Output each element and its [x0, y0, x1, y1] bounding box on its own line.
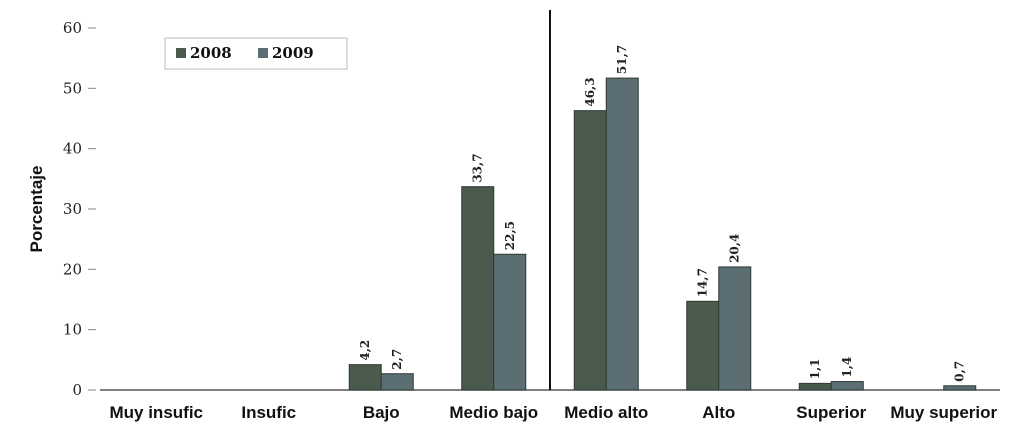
x-category-label: Medio alto: [564, 403, 648, 422]
bar-2008-medio-bajo: [461, 186, 495, 391]
x-category-label: Muy insufic: [109, 403, 203, 422]
y-tick-label: 40: [63, 140, 82, 158]
data-label: 2,7: [390, 349, 404, 370]
data-label: 20,4: [728, 234, 742, 263]
y-axis-label: Porcentaje: [27, 166, 46, 253]
bar-2009-bajo: [380, 373, 414, 391]
y-tick-label: 60: [63, 19, 82, 37]
data-label: 1,4: [840, 357, 854, 378]
data-label: 4,2: [358, 340, 372, 361]
data-label: 51,7: [615, 45, 629, 74]
legend-label-2008: 2008: [190, 44, 232, 62]
bar-2009-muy-superior: [943, 385, 977, 391]
bar-2008-bajo: [348, 364, 382, 391]
legend-box: [164, 37, 348, 70]
bar-2009-medio-alto: [605, 77, 639, 391]
data-label: 14,7: [696, 268, 710, 297]
y-tick-label: 30: [63, 200, 82, 218]
x-category-label: Alto: [702, 403, 735, 422]
y-tick-label: 20: [63, 260, 82, 278]
y-tick-label: 0: [72, 381, 82, 399]
data-label: 46,3: [583, 77, 597, 106]
data-label: 22,5: [503, 221, 517, 250]
x-category-label: Superior: [796, 403, 866, 422]
bar-2009-medio-bajo: [493, 253, 527, 391]
data-label: 0,7: [953, 361, 967, 382]
data-label: 33,7: [471, 153, 485, 182]
bar-2008-alto: [686, 300, 720, 391]
x-category-label: Insufic: [241, 403, 296, 422]
legend-label-2009: 2009: [272, 44, 314, 62]
bar-2009-alto: [718, 266, 752, 391]
y-tick-label: 10: [63, 321, 82, 339]
y-axis-ticks: 0 10 20 30 40 50 60: [63, 19, 96, 399]
bar-2009-superior: [830, 381, 864, 391]
legend: 2008 2009: [164, 37, 348, 70]
legend-swatch-2008: [176, 48, 186, 58]
y-tick-label: 50: [63, 79, 82, 97]
bars: 4,2 33,7 46,3 14,7 1,1 2,7 22,5 51,7 20,4 1,4 0,7: [348, 45, 977, 391]
x-category-label: Muy superior: [890, 403, 997, 422]
x-axis-categories: Muy insufic Insufic Bajo Medio bajo Medio al…: [109, 403, 997, 422]
data-label: 1,1: [808, 358, 822, 379]
bar-2008-medio-alto: [573, 110, 607, 391]
legend-swatch-2009: [258, 48, 268, 58]
bar-2008-superior: [798, 382, 832, 391]
x-category-label: Bajo: [363, 403, 400, 422]
x-category-label: Medio bajo: [449, 403, 538, 422]
